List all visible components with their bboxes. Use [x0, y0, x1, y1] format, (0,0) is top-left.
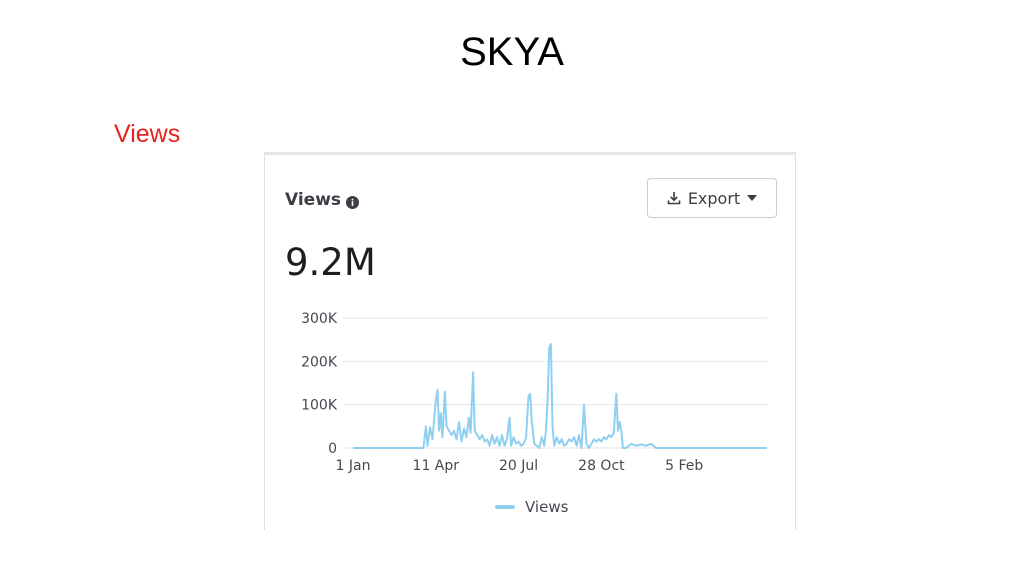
download-icon [667, 191, 681, 205]
export-button[interactable]: Export [647, 178, 777, 218]
legend-swatch-views [495, 505, 515, 509]
y-tick-label: 100K [301, 398, 338, 414]
chart-legend[interactable]: Views [495, 498, 568, 516]
views-card: Views Export 9.2M 0 100K 200K 300K 1 Jan 11 A… [264, 152, 796, 530]
card-title: Views [285, 190, 360, 210]
views-line-chart: 0 100K 200K 300K 1 Jan 11 Apr 20 Jul 28 Oct 5 Fe… [301, 311, 767, 474]
y-tick-label: 300K [301, 311, 338, 327]
section-label: Views [114, 120, 181, 148]
series-line-views [353, 343, 767, 449]
y-tick-label: 200K [301, 354, 338, 370]
x-tick-label: 11 Apr [413, 458, 460, 474]
caret-down-icon [747, 194, 758, 202]
x-tick-label: 5 Feb [665, 458, 703, 474]
card-title-text: Views [285, 190, 342, 210]
y-tick-label: 0 [328, 441, 337, 457]
slide-title: SKYA [460, 30, 564, 74]
x-tick-label: 20 Jul [499, 458, 538, 474]
legend-label-views: Views [525, 498, 569, 516]
x-tick-label: 1 Jan [336, 458, 371, 474]
export-label: Export [687, 188, 741, 208]
total-views-value: 9.2M [285, 241, 376, 284]
x-tick-label: 28 Oct [578, 458, 625, 474]
info-circle-icon[interactable] [346, 194, 360, 209]
